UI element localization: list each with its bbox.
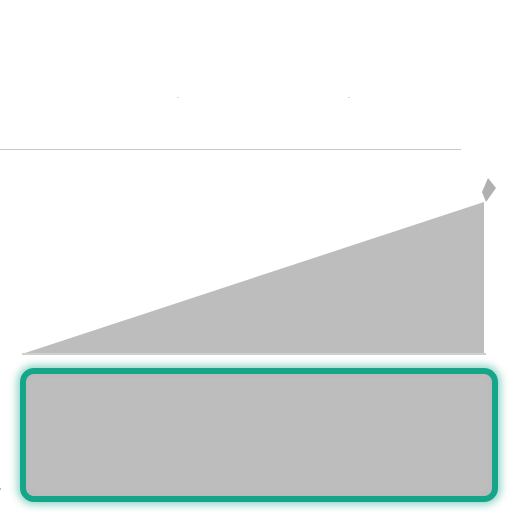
selected-panel[interactable] (20, 368, 498, 502)
ramp-base-line (22, 353, 486, 355)
stray-pixel (177, 97, 179, 98)
divider-line (0, 149, 461, 150)
pencil-tip-icon (482, 178, 496, 202)
panel-body[interactable] (30, 378, 488, 492)
stray-pixel (348, 97, 350, 98)
ramp-shape[interactable] (0, 170, 512, 360)
ramp-fill[interactable] (22, 202, 484, 354)
stray-pixel (0, 488, 1, 490)
